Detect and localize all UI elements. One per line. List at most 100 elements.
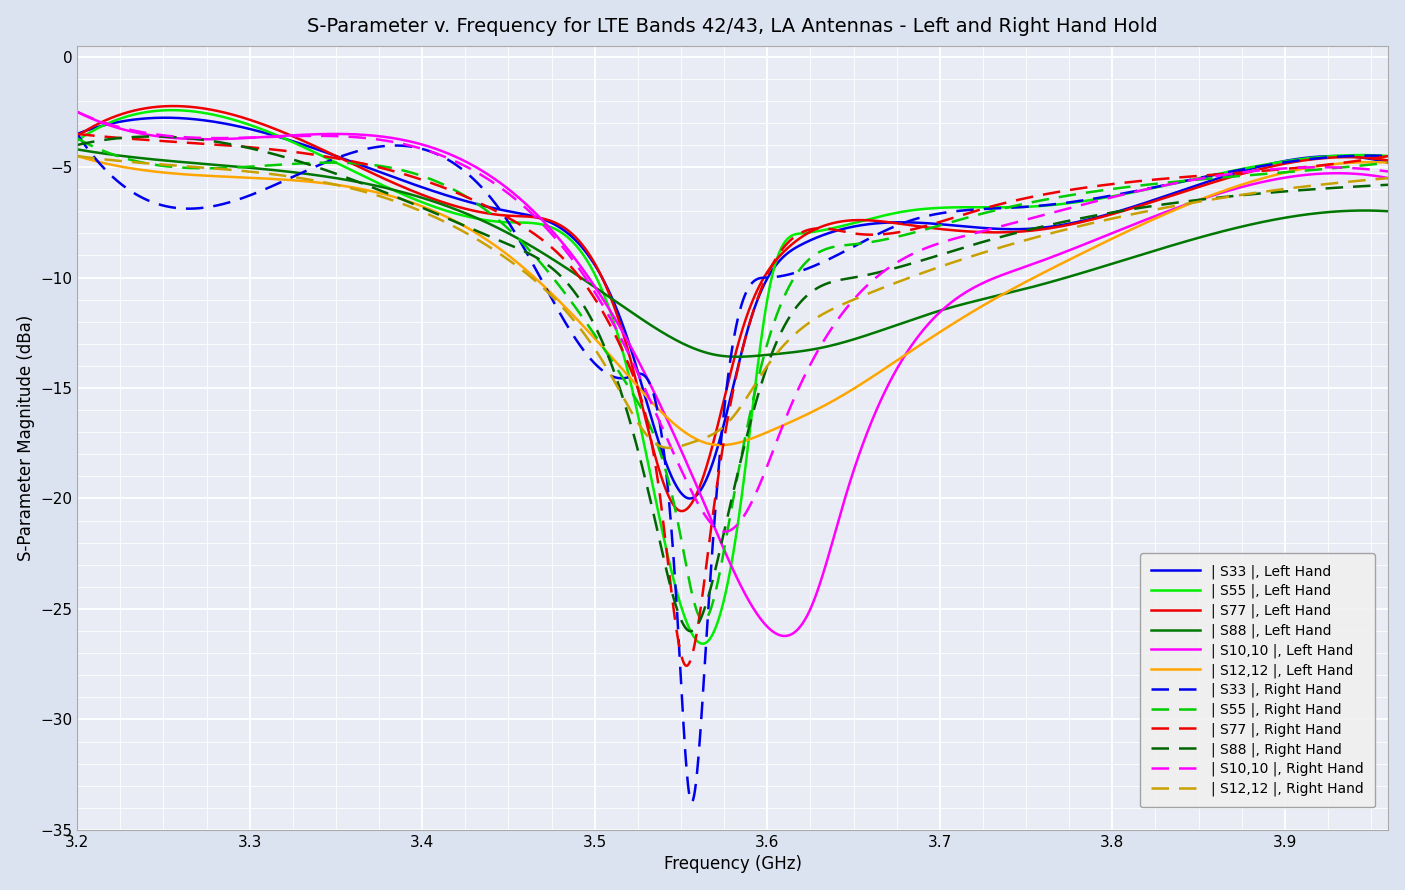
| S33 |, Right Hand bbox=[69, 128, 86, 139]
| S55 |, Left Hand bbox=[163, 105, 180, 116]
| S10,10 |, Right Hand bbox=[1380, 166, 1397, 177]
| S88 |, Right Hand bbox=[219, 138, 236, 149]
| S88 |, Left Hand bbox=[218, 160, 235, 171]
| S12,12 |, Right Hand bbox=[69, 150, 86, 161]
| S12,12 |, Left Hand bbox=[1354, 157, 1371, 167]
| S88 |, Left Hand bbox=[628, 311, 645, 321]
| S77 |, Left Hand bbox=[629, 380, 646, 391]
| S12,12 |, Right Hand bbox=[572, 323, 589, 334]
| S88 |, Left Hand bbox=[1214, 226, 1231, 237]
| S55 |, Left Hand bbox=[69, 135, 86, 146]
| S55 |, Right Hand bbox=[695, 615, 712, 626]
Line: | S55 |, Right Hand: | S55 |, Right Hand bbox=[77, 138, 1388, 620]
| S12,12 |, Left Hand bbox=[296, 176, 313, 187]
| S12,12 |, Right Hand bbox=[1214, 192, 1231, 203]
| S10,10 |, Right Hand bbox=[1214, 170, 1231, 181]
| S12,12 |, Left Hand bbox=[712, 440, 729, 450]
| S10,10 |, Right Hand bbox=[717, 526, 733, 537]
| S88 |, Right Hand bbox=[683, 626, 700, 636]
| S77 |, Left Hand bbox=[1354, 152, 1371, 163]
| S88 |, Right Hand bbox=[572, 295, 589, 306]
| S33 |, Right Hand bbox=[296, 166, 313, 177]
| S12,12 |, Left Hand bbox=[69, 150, 86, 161]
| S12,12 |, Right Hand bbox=[1354, 175, 1371, 186]
| S55 |, Right Hand bbox=[628, 395, 645, 406]
Line: | S33 |, Left Hand: | S33 |, Left Hand bbox=[77, 117, 1388, 498]
| S55 |, Right Hand bbox=[1354, 160, 1371, 171]
| S88 |, Right Hand bbox=[296, 158, 313, 168]
| S10,10 |, Left Hand bbox=[69, 107, 86, 117]
| S88 |, Right Hand bbox=[1354, 181, 1371, 191]
| S88 |, Left Hand bbox=[729, 352, 746, 362]
Line: | S77 |, Left Hand: | S77 |, Left Hand bbox=[77, 106, 1388, 511]
| S10,10 |, Left Hand bbox=[776, 631, 792, 642]
Y-axis label: S-Parameter Magnitude (dBa): S-Parameter Magnitude (dBa) bbox=[17, 314, 35, 561]
| S33 |, Right Hand bbox=[572, 340, 589, 351]
| S88 |, Right Hand bbox=[1214, 192, 1231, 203]
| S55 |, Left Hand bbox=[1380, 150, 1397, 161]
| S10,10 |, Left Hand bbox=[218, 134, 235, 144]
| S33 |, Left Hand bbox=[296, 140, 313, 150]
Line: | S88 |, Left Hand: | S88 |, Left Hand bbox=[77, 150, 1388, 357]
Line: | S33 |, Right Hand: | S33 |, Right Hand bbox=[77, 134, 1388, 802]
| S33 |, Left Hand bbox=[681, 493, 698, 504]
| S10,10 |, Left Hand bbox=[1354, 169, 1371, 180]
| S33 |, Right Hand bbox=[683, 797, 700, 807]
| S10,10 |, Left Hand bbox=[296, 129, 313, 140]
| S88 |, Right Hand bbox=[69, 140, 86, 150]
| S55 |, Right Hand bbox=[296, 158, 313, 168]
Line: | S55 |, Left Hand: | S55 |, Left Hand bbox=[77, 110, 1388, 643]
| S55 |, Right Hand bbox=[1214, 172, 1231, 182]
| S55 |, Left Hand bbox=[296, 142, 313, 153]
| S33 |, Left Hand bbox=[629, 364, 646, 375]
| S77 |, Right Hand bbox=[1354, 155, 1371, 166]
| S10,10 |, Right Hand bbox=[218, 133, 235, 143]
| S10,10 |, Left Hand bbox=[628, 352, 645, 363]
| S88 |, Right Hand bbox=[145, 131, 162, 142]
| S33 |, Right Hand bbox=[1214, 168, 1231, 179]
Line: | S10,10 |, Right Hand: | S10,10 |, Right Hand bbox=[77, 112, 1388, 531]
| S77 |, Right Hand bbox=[679, 660, 695, 671]
| S10,10 |, Left Hand bbox=[1214, 188, 1231, 198]
| S33 |, Left Hand bbox=[1380, 158, 1397, 168]
| S77 |, Left Hand bbox=[219, 108, 236, 118]
X-axis label: Frequency (GHz): Frequency (GHz) bbox=[663, 855, 802, 873]
Line: | S77 |, Right Hand: | S77 |, Right Hand bbox=[77, 134, 1388, 666]
| S12,12 |, Left Hand bbox=[218, 172, 235, 182]
| S33 |, Left Hand bbox=[69, 128, 86, 139]
| S12,12 |, Right Hand bbox=[662, 442, 679, 453]
| S55 |, Right Hand bbox=[572, 308, 589, 319]
| S77 |, Left Hand bbox=[673, 506, 690, 516]
| S33 |, Left Hand bbox=[219, 118, 236, 129]
| S12,12 |, Left Hand bbox=[628, 380, 645, 391]
| S55 |, Right Hand bbox=[1380, 158, 1397, 168]
| S55 |, Left Hand bbox=[1214, 167, 1231, 178]
| S77 |, Right Hand bbox=[628, 380, 645, 391]
| S77 |, Left Hand bbox=[296, 136, 313, 147]
| S77 |, Left Hand bbox=[164, 101, 181, 111]
| S12,12 |, Left Hand bbox=[1214, 186, 1231, 197]
| S10,10 |, Right Hand bbox=[572, 264, 589, 275]
| S77 |, Right Hand bbox=[69, 128, 86, 139]
| S88 |, Left Hand bbox=[1354, 206, 1371, 216]
| S12,12 |, Right Hand bbox=[296, 174, 313, 184]
| S88 |, Left Hand bbox=[69, 144, 86, 155]
| S77 |, Right Hand bbox=[296, 148, 313, 158]
| S55 |, Left Hand bbox=[1354, 150, 1371, 160]
| S33 |, Left Hand bbox=[1354, 152, 1371, 163]
| S10,10 |, Left Hand bbox=[1380, 173, 1397, 183]
| S55 |, Left Hand bbox=[219, 113, 236, 124]
Line: | S12,12 |, Right Hand: | S12,12 |, Right Hand bbox=[77, 156, 1388, 448]
| S88 |, Right Hand bbox=[1380, 180, 1397, 190]
| S33 |, Right Hand bbox=[628, 368, 645, 379]
| S33 |, Left Hand bbox=[572, 240, 589, 251]
Line: | S12,12 |, Left Hand: | S12,12 |, Left Hand bbox=[77, 156, 1388, 445]
| S10,10 |, Right Hand bbox=[628, 366, 645, 376]
| S10,10 |, Right Hand bbox=[296, 131, 313, 142]
Line: | S10,10 |, Left Hand: | S10,10 |, Left Hand bbox=[77, 112, 1388, 636]
| S55 |, Left Hand bbox=[572, 246, 589, 256]
| S55 |, Left Hand bbox=[694, 638, 711, 649]
| S55 |, Left Hand bbox=[629, 407, 646, 417]
| S77 |, Right Hand bbox=[218, 140, 235, 150]
| S55 |, Right Hand bbox=[69, 133, 86, 143]
